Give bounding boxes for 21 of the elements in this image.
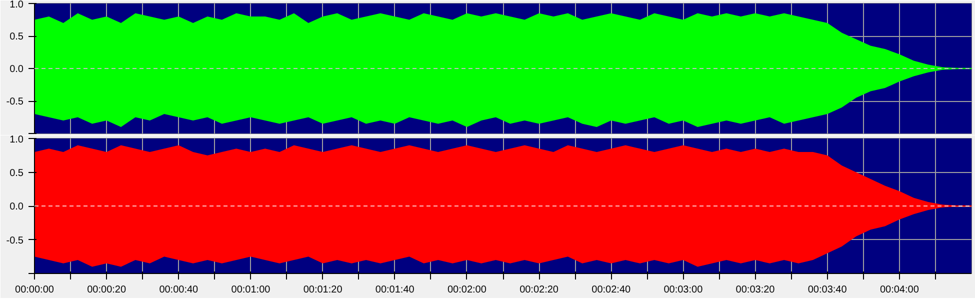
x-tick-label: 00:04:00 xyxy=(880,284,920,296)
y-tick-label: 0.5 xyxy=(10,168,24,179)
x-tick-label: 00:00:40 xyxy=(159,284,199,296)
x-tick-label: 00:03:20 xyxy=(736,284,776,296)
x-tick-label: 00:02:40 xyxy=(592,284,632,296)
y-tick-label: 0.5 xyxy=(10,32,24,42)
x-tick-label: 00:01:40 xyxy=(375,284,415,296)
x-tick-label: 00:00:20 xyxy=(87,284,126,296)
y-tick-label: -0.5 xyxy=(6,235,24,246)
x-tick-label: 00:02:00 xyxy=(448,284,487,296)
x-tick-label: 00:01:20 xyxy=(303,284,343,296)
x-tick-label: 00:01:00 xyxy=(231,284,271,296)
x-tick-label: 00:03:00 xyxy=(664,284,704,296)
x-tick-label: 00:00:00 xyxy=(15,284,54,296)
y-tick-label: 0.0 xyxy=(10,202,24,212)
y-tick-label: -0.5 xyxy=(6,96,24,108)
x-tick-label: 00:03:40 xyxy=(808,284,848,296)
x-tick-label: 00:02:20 xyxy=(520,284,559,296)
y-tick-label: 0.0 xyxy=(10,64,24,75)
y-tick-label: 1.0 xyxy=(10,134,24,146)
y-tick-label: 1.0 xyxy=(10,0,24,10)
